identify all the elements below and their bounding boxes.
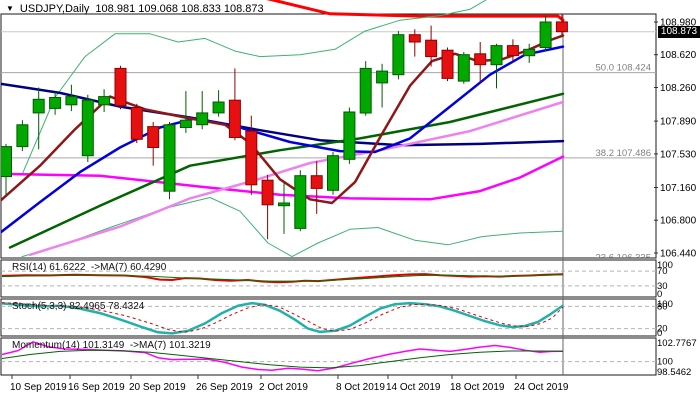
candle	[408, 34, 421, 43]
price-tick-label: 107.160	[660, 183, 697, 194]
date-tick-label: 20 Sep 2019	[129, 382, 186, 393]
price-tick-label: 108.980	[660, 18, 697, 29]
fib-label: 38.2 107.486	[596, 148, 651, 159]
candle	[245, 130, 258, 186]
rsi-indicator-label: RSI(14) 61.6222 ->MA(7) 60.4290	[12, 262, 167, 273]
price-tick-label: 106.800	[660, 216, 697, 227]
date-tick-label: 10 Sep 2019	[10, 382, 67, 393]
candle	[163, 124, 176, 192]
date-axis[interactable]: 10 Sep 2019 16 Sep 2019 20 Sep 2019 26 Sep …	[10, 375, 569, 393]
stochastic-indicator-label: Stoch(5,3,3) 82.4965 78.4324	[12, 301, 145, 312]
indicator-tick-label: 70	[657, 266, 668, 277]
candle	[114, 67, 127, 107]
candle	[490, 45, 503, 66]
price-tick-label: 106.440	[660, 249, 697, 260]
indicator-panel-border	[0, 259, 657, 298]
candle	[555, 21, 568, 33]
indicator-tick-label: 80	[657, 301, 668, 312]
ma-magenta	[1, 155, 565, 201]
indicator-panel-border	[0, 298, 657, 337]
chart-header: ▼ USDJPY,Daily 108.981 109.068 108.833 1…	[6, 3, 264, 15]
indicator-tick-label: 100	[657, 299, 673, 310]
fib-label: 23.6 106.335	[596, 253, 651, 264]
stoch-d-line	[1, 302, 564, 333]
candle	[506, 45, 519, 57]
candle	[65, 96, 78, 106]
indicator-tick-label: 0	[657, 289, 662, 300]
date-tick-label: 16 Sep 2019	[68, 382, 125, 393]
date-tick-label: 2 Oct 2019	[259, 382, 308, 393]
date-tick-label: 8 Oct 2019	[336, 382, 385, 393]
indicator-panel-border	[0, 337, 657, 376]
indicator-tick-label: 100	[657, 260, 673, 271]
candle	[359, 67, 372, 114]
date-tick-label: 18 Oct 2019	[450, 382, 505, 393]
bollinger-upper	[21, 0, 487, 176]
fib-label: 50.0 108.424	[596, 63, 651, 74]
candle	[457, 54, 470, 82]
candle	[49, 97, 62, 109]
price-tick-label: 108.260	[660, 83, 697, 94]
price-axis[interactable]: 108.980 108.620 108.260 107.890 107.530 107.1…	[654, 18, 697, 260]
candle	[278, 202, 290, 207]
indicator-tick-label: 30	[657, 281, 668, 292]
ma-darkgreen	[8, 92, 565, 249]
candle	[179, 119, 192, 128]
candle	[261, 179, 274, 206]
ma-navy	[1, 82, 565, 147]
candle	[474, 53, 487, 66]
candle	[376, 70, 389, 84]
candles-layer	[1, 14, 568, 240]
candle	[16, 124, 29, 148]
candle	[81, 99, 94, 157]
date-tick-label: 26 Sep 2019	[196, 382, 253, 393]
momentum-ma-line	[1, 349, 564, 369]
indicator-tick-label: 100	[657, 357, 673, 368]
current-price-tag: 108.873	[658, 26, 700, 38]
resistance-line	[266, 0, 565, 22]
candle	[212, 101, 225, 114]
candle	[310, 175, 323, 189]
momentum-indicator-label: Momentum(14) 101.3149 ->MA(7) 101.3219	[12, 340, 211, 351]
indicator-tick-label: 20	[657, 324, 668, 335]
candle	[1, 146, 12, 178]
candle	[147, 126, 160, 148]
candle	[32, 98, 45, 114]
ma-violet	[28, 100, 565, 257]
candle	[196, 112, 209, 126]
candle	[130, 107, 143, 140]
bollinger-lower	[21, 197, 564, 258]
date-tick-label: 24 Oct 2019	[514, 382, 569, 393]
rsi-ma-line	[1, 274, 564, 282]
candle	[441, 49, 454, 79]
candle	[425, 39, 438, 58]
indicator-tick-label: 102.7767	[657, 338, 697, 349]
candle	[523, 48, 536, 57]
price-tick-label: 107.890	[660, 117, 697, 128]
symbol-period-label: USDJPY,Daily	[19, 3, 90, 15]
price-tick-label: 107.530	[660, 149, 697, 160]
indicator-tick-label: 0	[657, 328, 662, 339]
date-tick-label: 14 Oct 2019	[386, 382, 441, 393]
ma-blue	[1, 45, 565, 234]
price-tick-label: 108.620	[660, 50, 697, 61]
candle	[98, 96, 111, 106]
stoch-k-line	[1, 301, 564, 335]
candle	[228, 99, 241, 138]
candle	[392, 34, 405, 76]
candle	[343, 111, 356, 160]
indicator-tick-label: 98.5462	[657, 367, 691, 378]
symbol-dropdown-icon[interactable]: ▼	[6, 4, 14, 13]
candle	[294, 175, 307, 229]
candle	[327, 155, 339, 191]
candle	[539, 21, 552, 48]
ohlc-readout: 108.981 109.068 108.833 108.873	[95, 3, 264, 15]
